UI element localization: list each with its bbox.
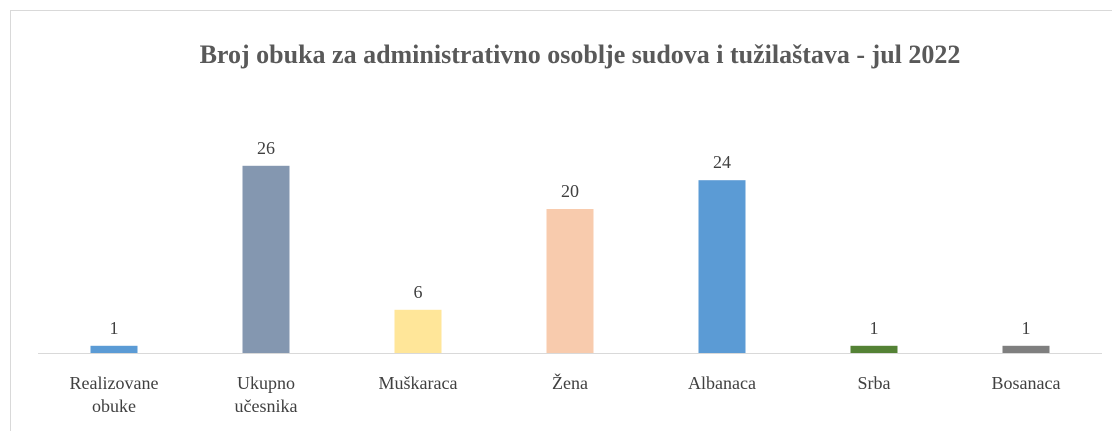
x-tick-label: Bosanaca xyxy=(991,373,1061,393)
x-tick-label: Žena xyxy=(552,373,588,393)
value-label: 26 xyxy=(257,138,275,158)
bar xyxy=(546,209,594,353)
bar xyxy=(394,309,442,353)
chart-border xyxy=(10,10,1112,431)
x-tick-label: Srba xyxy=(857,373,891,393)
chart-title: Broj obuka za administrativno osoblje su… xyxy=(199,40,961,69)
value-label: 1 xyxy=(870,318,879,338)
bar xyxy=(850,345,898,353)
value-label: 24 xyxy=(713,152,731,172)
bar xyxy=(698,180,746,353)
value-label: 6 xyxy=(414,282,423,302)
bar xyxy=(1002,345,1050,353)
value-label: 1 xyxy=(1022,318,1031,338)
bar xyxy=(242,165,290,353)
x-tick-label: Ukupno učesnika xyxy=(234,373,298,416)
value-label: 20 xyxy=(561,181,579,201)
x-tick-label: Realizovane obuke xyxy=(69,373,159,416)
bar xyxy=(90,345,138,353)
value-label: 1 xyxy=(110,318,119,338)
x-tick-label: Muškaraca xyxy=(378,373,458,393)
x-tick-label: Albanaca xyxy=(688,373,756,393)
